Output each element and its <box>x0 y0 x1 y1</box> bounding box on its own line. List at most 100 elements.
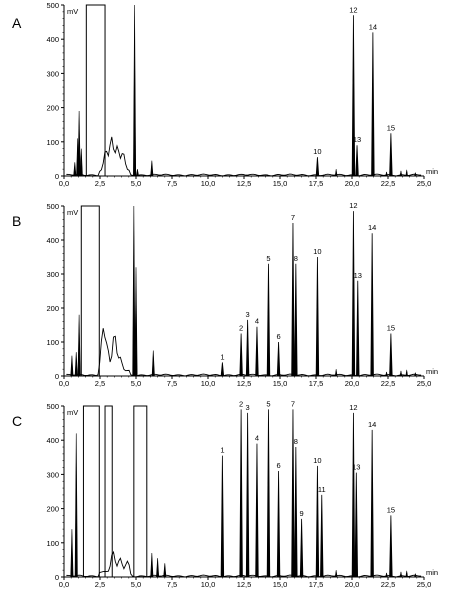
peak-mark <box>351 15 356 177</box>
y-unit-label: mV <box>67 7 78 16</box>
y-tick-label: 200 <box>46 304 59 313</box>
peak-mark <box>371 32 375 177</box>
off-scale-region <box>104 405 113 577</box>
peak-mark <box>389 515 393 578</box>
peak-label: 2 <box>239 324 243 333</box>
y-tick-label: 0 <box>55 372 59 381</box>
peak-label: 14 <box>368 223 376 232</box>
peak-mark <box>255 443 259 578</box>
peak-label: 15 <box>387 123 395 132</box>
x-tick-label: 5,0 <box>131 580 141 589</box>
peak-label: 12 <box>349 5 357 14</box>
minor-peak <box>405 369 408 377</box>
x-tick-label: 10,0 <box>201 179 216 188</box>
front-spike <box>151 350 155 377</box>
front-spike <box>150 160 154 177</box>
minor-peak <box>414 171 417 177</box>
x-tick-label: 20,0 <box>345 379 360 388</box>
x-tick-label: 22,5 <box>381 379 396 388</box>
chart-panel-b: B 0 100 200 300 400 500 mV 0,0 2,5 5,0 7,5 10,0 12,5 1… <box>12 201 438 388</box>
peak-mark <box>294 447 298 578</box>
front-spike <box>133 4 137 177</box>
peak-mark <box>266 409 271 578</box>
peak-label: 12 <box>349 403 357 412</box>
peak-label: 4 <box>255 317 259 326</box>
x-unit-label: min <box>426 167 438 176</box>
y-tick-label: 200 <box>46 505 59 514</box>
front-spike <box>163 563 167 578</box>
peak-label: 3 <box>246 310 250 319</box>
peak-mark <box>315 157 320 177</box>
x-tick-label: 17,5 <box>309 379 324 388</box>
x-unit-label: min <box>426 568 438 577</box>
minor-peak <box>334 570 338 578</box>
peak-mark <box>355 145 359 177</box>
peak-label: 6 <box>276 461 280 470</box>
peak-label: 7 <box>291 213 295 222</box>
minor-peak <box>414 371 417 377</box>
x-tick-label: 15,0 <box>273 580 288 589</box>
baseline-trace <box>66 136 422 177</box>
front-spike <box>135 169 139 177</box>
peak-label: 4 <box>255 434 259 443</box>
peak-label: 15 <box>387 324 395 333</box>
x-tick-label: 25,0 <box>417 179 432 188</box>
peak-mark <box>389 333 393 377</box>
minor-peak <box>385 171 388 177</box>
peak-mark <box>299 518 304 578</box>
y-tick-label: 400 <box>46 236 59 245</box>
minor-peak <box>405 169 408 177</box>
y-tick-label: 300 <box>46 69 59 78</box>
off-scale-region <box>82 405 100 577</box>
chart-panel-a: A 0 100 200 300 400 500 mV 0,0 2,5 5,0 7,5 10,0 12,5 1… <box>12 1 438 188</box>
x-tick-label: 15,0 <box>273 379 288 388</box>
peak-label: 15 <box>387 505 395 514</box>
x-tick-label: 15,0 <box>273 179 288 188</box>
x-tick-label: 0,0 <box>59 379 69 388</box>
panel-letter: C <box>12 413 22 429</box>
peak-mark <box>315 465 320 578</box>
minor-peak <box>385 371 388 377</box>
off-scale-region <box>133 405 148 577</box>
x-tick-label: 12,5 <box>237 179 252 188</box>
x-tick-label: 22,5 <box>381 580 396 589</box>
y-tick-label: 0 <box>55 573 59 582</box>
peak-label: 2 <box>239 399 243 408</box>
baseline-trace <box>66 550 422 578</box>
front-spike <box>73 162 77 177</box>
minor-peak <box>399 571 403 578</box>
y-tick-label: 300 <box>46 470 59 479</box>
minor-peak <box>385 572 388 578</box>
peak-label: 14 <box>369 22 377 31</box>
peak-label: 8 <box>294 437 298 446</box>
front-spike <box>77 111 81 177</box>
x-tick-label: 12,5 <box>237 379 252 388</box>
minor-peak <box>405 570 408 578</box>
y-unit-label: mV <box>67 208 78 217</box>
x-tick-label: 2,5 <box>95 379 105 388</box>
chart-panel-c: C 0 100 200 300 400 500 mV 0,0 2,5 5,0 7,5 10,0 12,5 1… <box>12 399 438 589</box>
x-tick-label: 7,5 <box>167 379 177 388</box>
peak-mark <box>220 455 225 578</box>
x-tick-label: 7,5 <box>167 580 177 589</box>
y-unit-label: mV <box>67 408 78 417</box>
x-tick-label: 25,0 <box>417 379 432 388</box>
front-spike <box>132 205 136 377</box>
peak-mark <box>291 222 295 377</box>
peak-label: 12 <box>349 201 357 210</box>
y-tick-label: 500 <box>46 402 59 411</box>
x-tick-label: 17,5 <box>309 580 324 589</box>
peak-mark <box>291 409 295 578</box>
peak-label: 13 <box>354 271 362 280</box>
x-tick-label: 5,0 <box>131 179 141 188</box>
front-spike <box>74 433 78 578</box>
peak-mark <box>320 494 324 578</box>
peak-label: 10 <box>313 147 321 156</box>
peak-mark <box>351 211 356 377</box>
peak-mark <box>389 133 393 177</box>
peak-label: 1 <box>220 352 224 361</box>
y-tick-label: 0 <box>55 172 59 181</box>
minor-peak <box>414 572 417 578</box>
front-spike <box>134 267 138 377</box>
peak-label: 11 <box>318 485 326 494</box>
